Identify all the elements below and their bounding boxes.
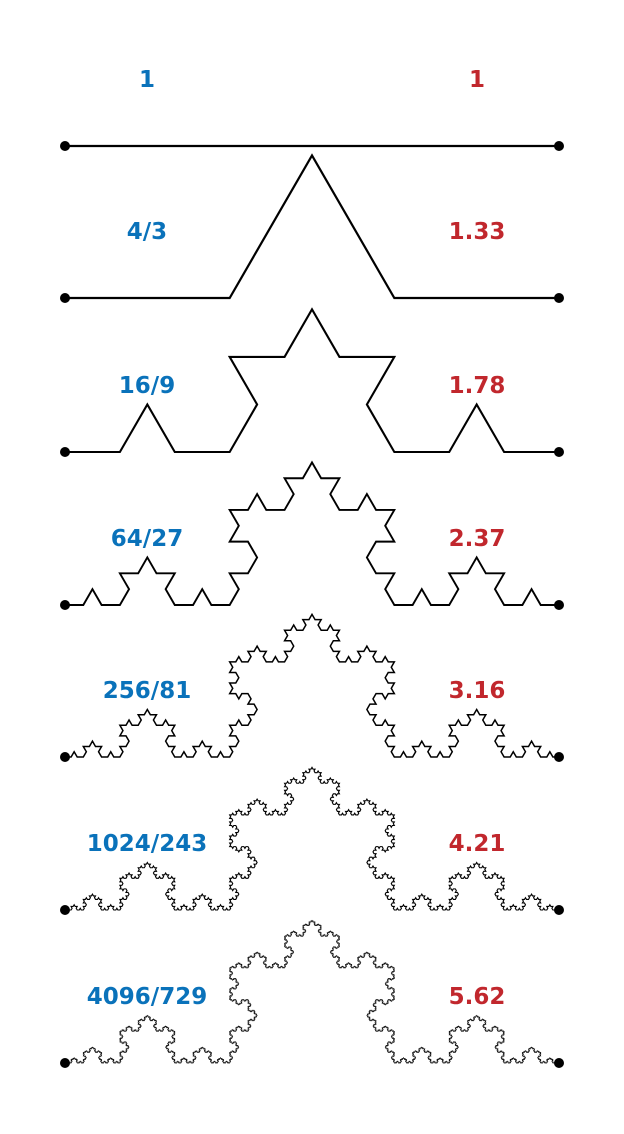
koch-iteration-1: 4/3 1.33 — [60, 153, 564, 303]
end-endpoint-dot — [554, 447, 564, 457]
end-endpoint-dot — [554, 1058, 564, 1068]
koch-curve — [65, 612, 559, 758]
koch-curve — [65, 460, 559, 606]
end-endpoint-dot — [554, 293, 564, 303]
end-endpoint-dot — [554, 905, 564, 915]
start-endpoint-dot — [60, 752, 70, 762]
length-fraction-label: 64/27 — [111, 526, 183, 552]
start-endpoint-dot — [60, 141, 70, 151]
length-decimal-label: 1.78 — [449, 373, 506, 399]
koch-iteration-5: 1024/243 4.21 — [60, 766, 564, 915]
length-decimal-label: 3.16 — [449, 678, 506, 704]
length-decimal-label: 4.21 — [449, 831, 506, 857]
koch-curve — [65, 919, 559, 1064]
koch-iteration-2: 16/9 1.78 — [60, 307, 564, 457]
length-decimal-label: 2.37 — [449, 526, 506, 552]
end-endpoint-dot — [554, 752, 564, 762]
start-endpoint-dot — [60, 293, 70, 303]
start-endpoint-dot — [60, 1058, 70, 1068]
koch-iteration-4: 256/81 3.16 — [60, 612, 564, 762]
length-fraction-label: 256/81 — [103, 678, 191, 704]
length-decimal-label: 1.33 — [449, 219, 506, 245]
length-fraction-label: 1024/243 — [87, 831, 207, 857]
end-endpoint-dot — [554, 600, 564, 610]
length-decimal-label: 1 — [469, 67, 485, 93]
length-fraction-label: 4/3 — [127, 219, 167, 245]
koch-curve — [65, 153, 559, 300]
length-fraction-label: 4096/729 — [87, 984, 207, 1010]
start-endpoint-dot — [60, 600, 70, 610]
koch-iteration-3: 64/27 2.37 — [60, 460, 564, 610]
length-fraction-label: 1 — [139, 67, 155, 93]
koch-iteration-6: 4096/729 5.62 — [60, 919, 564, 1068]
end-endpoint-dot — [554, 141, 564, 151]
koch-curve — [65, 307, 559, 454]
length-decimal-label: 5.62 — [449, 984, 506, 1010]
koch-curve — [65, 766, 559, 911]
length-fraction-label: 16/9 — [119, 373, 175, 399]
start-endpoint-dot — [60, 447, 70, 457]
start-endpoint-dot — [60, 905, 70, 915]
